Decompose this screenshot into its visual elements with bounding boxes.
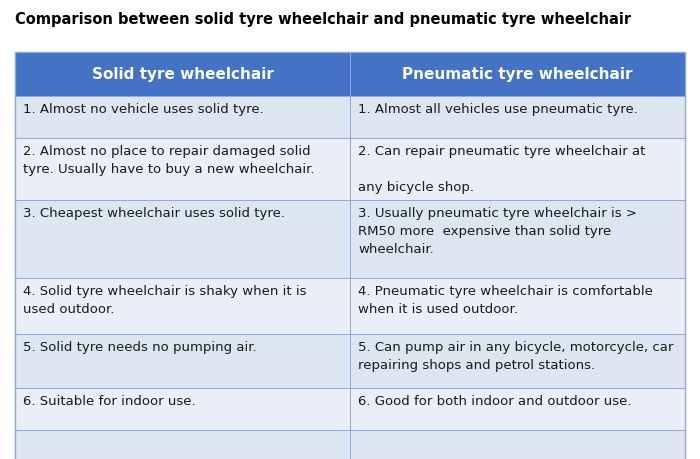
Text: 5. Can pump air in any bicycle, motorcycle, car
repairing shops and petrol stati: 5. Can pump air in any bicycle, motorcyc… [358,341,673,372]
Text: 6. Good for both indoor and outdoor use.: 6. Good for both indoor and outdoor use. [358,395,631,408]
Bar [15,278,350,334]
Text: 6. Suitable for indoor use.: 6. Suitable for indoor use. [23,395,195,408]
Bar [15,52,350,96]
Text: 3. Usually pneumatic tyre wheelchair is >
RM50 more  expensive than solid tyre
w: 3. Usually pneumatic tyre wheelchair is … [358,207,637,256]
Bar [350,200,685,278]
Text: Pneumatic tyre wheelchair: Pneumatic tyre wheelchair [402,67,633,82]
Bar [350,334,685,388]
Bar [15,334,350,388]
Text: 2. Can repair pneumatic tyre wheelchair at

any bicycle shop.: 2. Can repair pneumatic tyre wheelchair … [358,145,645,194]
Bar [15,388,350,430]
Bar [350,52,685,96]
Text: 1. Almost no vehicle uses solid tyre.: 1. Almost no vehicle uses solid tyre. [23,103,264,116]
Text: 4. Solid tyre wheelchair is shaky when it is
used outdoor.: 4. Solid tyre wheelchair is shaky when i… [23,285,307,316]
Text: 1. Almost all vehicles use pneumatic tyre.: 1. Almost all vehicles use pneumatic tyr… [358,103,638,116]
Text: 3. Cheapest wheelchair uses solid tyre.: 3. Cheapest wheelchair uses solid tyre. [23,207,285,220]
Text: 2. Almost no place to repair damaged solid
tyre. Usually have to buy a new wheel: 2. Almost no place to repair damaged sol… [23,145,314,176]
Bar [15,430,350,459]
Bar [350,138,685,200]
Text: 5. Solid tyre needs no pumping air.: 5. Solid tyre needs no pumping air. [23,341,257,354]
Bar [350,430,685,459]
Bar [350,388,685,430]
Bar [15,200,350,278]
Bar [15,138,350,200]
Bar [350,278,685,334]
Bar [350,96,685,138]
Text: 4. Pneumatic tyre wheelchair is comfortable
when it is used outdoor.: 4. Pneumatic tyre wheelchair is comforta… [358,285,653,316]
Bar [15,96,350,138]
Text: Comparison between solid tyre wheelchair and pneumatic tyre wheelchair: Comparison between solid tyre wheelchair… [15,12,631,27]
Text: Solid tyre wheelchair: Solid tyre wheelchair [92,67,274,82]
